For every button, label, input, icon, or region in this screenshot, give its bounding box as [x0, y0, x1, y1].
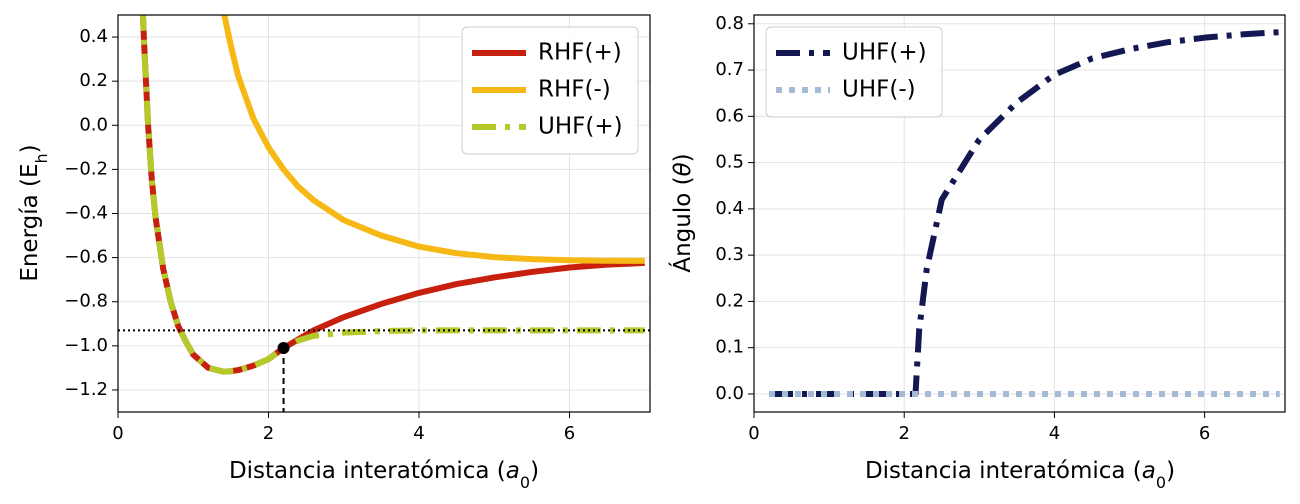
y-axis-label: Ángulo (θ) — [668, 153, 696, 272]
x-axis-label: Distancia interatómica (a0) — [865, 458, 1175, 492]
y-tick-label: −0.6 — [64, 247, 108, 268]
legend-box — [765, 26, 943, 118]
plot-area — [118, 15, 650, 412]
series-line — [221, 15, 645, 264]
y-tick-label: −1.0 — [64, 335, 108, 356]
legend-label: UHF(+) — [538, 114, 623, 140]
y-tick-label: 0.6 — [715, 105, 744, 126]
y-tick-label: −0.2 — [64, 158, 108, 179]
y-tick-label: 0.4 — [79, 26, 108, 47]
x-axis-label: Distancia interatómica (a0) — [229, 458, 539, 492]
legend-box — [461, 26, 639, 155]
x-tick-label: 2 — [263, 423, 274, 444]
series-line — [139, 15, 645, 375]
legend-label: UHF(-) — [842, 77, 916, 103]
axes-frame — [753, 14, 1286, 413]
x-tick-label: 6 — [1199, 423, 1210, 444]
legend-label: RHF(+) — [538, 40, 622, 66]
x-tick-label: 0 — [112, 423, 123, 444]
x-tick-label: 4 — [1049, 423, 1060, 444]
y-tick-label: 0.2 — [715, 290, 744, 311]
y-tick-label: 0.3 — [715, 244, 744, 265]
legend-label: UHF(+) — [842, 40, 927, 66]
y-tick-label: −0.8 — [64, 291, 108, 312]
y-tick-label: 0.2 — [79, 70, 108, 91]
y-tick-label: 0.4 — [715, 198, 744, 219]
legend-label: RHF(-) — [538, 77, 611, 103]
y-tick-label: −1.2 — [64, 379, 108, 400]
axes-frame — [117, 14, 651, 413]
x-tick-label: 6 — [564, 423, 575, 444]
marker-point — [277, 342, 290, 355]
y-tick-label: 0.7 — [715, 59, 744, 80]
y-tick-label: 0.8 — [715, 13, 744, 34]
x-tick-label: 4 — [413, 423, 424, 444]
series-line — [769, 29, 1280, 397]
y-tick-label: 0.5 — [715, 152, 744, 173]
y-tick-label: 0.1 — [715, 337, 744, 358]
y-tick-label: 0.0 — [715, 383, 744, 404]
x-tick-label: 0 — [748, 423, 759, 444]
y-axis-label: Energía (Eh) — [17, 144, 51, 281]
x-tick-label: 2 — [898, 423, 909, 444]
y-tick-label: 0.0 — [79, 114, 108, 135]
plot-area — [769, 29, 1280, 397]
y-tick-label: −0.4 — [64, 203, 108, 224]
